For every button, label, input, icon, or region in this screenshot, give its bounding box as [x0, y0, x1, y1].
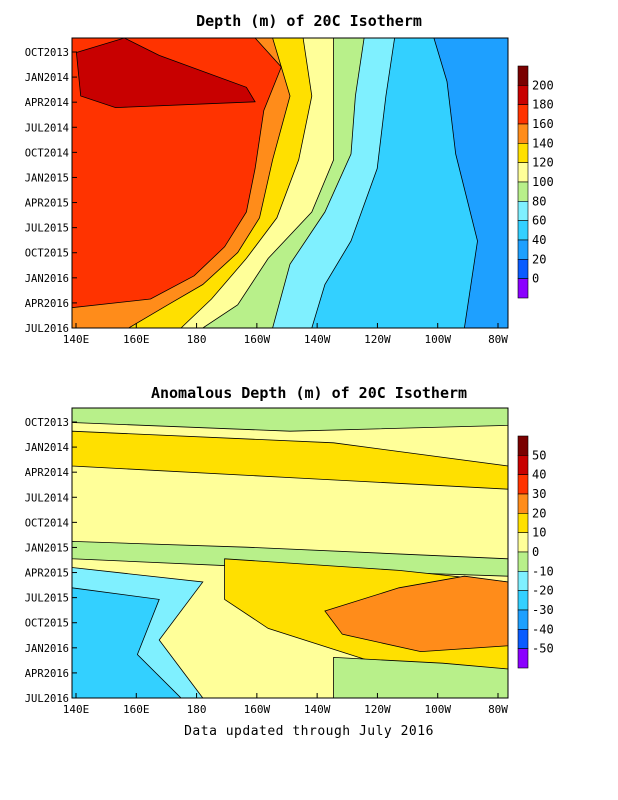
- colorbar-swatch: [517, 143, 529, 163]
- y-tick-label: APR2014: [25, 467, 69, 479]
- plot-frame: [71, 407, 509, 699]
- colorbar-label: 40: [532, 468, 546, 482]
- colorbar-swatch: [517, 220, 529, 241]
- x-tick-label: 100W: [424, 333, 451, 346]
- colorbar-label: -10: [532, 564, 554, 578]
- colorbar-label: 140: [532, 136, 554, 150]
- x-tick-label: 160W: [244, 333, 271, 346]
- y-tick-label: JAN2016: [25, 273, 69, 285]
- y-tick-label: OCT2013: [25, 47, 69, 59]
- x-tick-label: 180: [187, 333, 207, 346]
- colorbar-label: 30: [532, 487, 546, 501]
- colorbar-label: 100: [532, 175, 554, 189]
- colorbar-swatch: [517, 201, 529, 221]
- colorbar-label: 60: [532, 214, 546, 228]
- colorbar-swatch: [517, 259, 529, 279]
- colorbar-label: 20: [532, 252, 546, 266]
- x-tick-label: 140E: [63, 333, 90, 346]
- colorbar-swatch: [517, 551, 529, 572]
- colorbar-label: 180: [532, 98, 554, 112]
- colorbar-label: 160: [532, 117, 554, 131]
- y-tick-label: APR2015: [25, 198, 69, 210]
- x-tick-label: 120W: [364, 703, 391, 716]
- y-tick-label: APR2014: [25, 97, 69, 109]
- field-band-180: [75, 37, 256, 109]
- colorbar-swatch: [517, 85, 529, 105]
- colorbar-label: 0: [532, 272, 539, 286]
- colorbar-label: 40: [532, 233, 546, 247]
- x-tick-label: 140E: [63, 703, 90, 716]
- x-tick-label: 120W: [364, 333, 391, 346]
- colorbar-swatch: [517, 104, 529, 125]
- colorbar-swatch: [517, 162, 529, 183]
- depth-chart-panel: Depth (m) of 20C Isotherm 140E 160E 180 160W…: [0, 0, 618, 370]
- y-tick-label: JUL2015: [25, 223, 69, 235]
- y-tick-label: OCT2015: [25, 618, 69, 630]
- x-tick-label: 140W: [304, 703, 331, 716]
- x-tick-label: 140W: [304, 333, 331, 346]
- y-tick-label: JAN2015: [25, 542, 69, 554]
- colorbar-swatch: [517, 239, 529, 260]
- colorbar-label: -20: [532, 584, 554, 598]
- colorbar-label: -30: [532, 603, 554, 617]
- y-tick-label: JUL2016: [25, 693, 69, 705]
- y-tick-label: JUL2014: [25, 492, 69, 504]
- colorbar-swatch: [517, 474, 529, 495]
- colorbar-label: 120: [532, 156, 554, 170]
- x-tick-label: 180: [187, 703, 207, 716]
- colorbar-swatch: [517, 493, 529, 514]
- x-tick-label: 160W: [244, 703, 271, 716]
- chart-title: Depth (m) of 20C Isotherm: [196, 12, 422, 30]
- colorbar-swatch: [517, 455, 529, 475]
- colorbar-label: 50: [532, 448, 546, 462]
- y-tick-label: JUL2016: [25, 323, 69, 335]
- colorbar-swatch: [517, 65, 529, 86]
- anomaly-chart: Anomalous Depth (m) of 20C Isotherm 140E 1…: [25, 384, 554, 716]
- y-tick-label: OCT2013: [25, 417, 69, 429]
- heatmap-field: [71, 37, 509, 329]
- colorbar-swatch: [517, 278, 529, 299]
- colorbar-swatch: [517, 123, 529, 144]
- x-tick-label: 80W: [488, 703, 508, 716]
- colorbar-swatch: [517, 181, 529, 202]
- y-tick-label: JUL2014: [25, 122, 69, 134]
- y-tick-label: JAN2015: [25, 172, 69, 184]
- colorbar-swatch: [517, 609, 529, 630]
- anomaly-chart-panel: Anomalous Depth (m) of 20C Isotherm 140E 1…: [0, 370, 618, 740]
- y-tick-label: JAN2014: [25, 72, 69, 84]
- y-tick-label: OCT2014: [25, 517, 69, 529]
- y-tick-label: JAN2014: [25, 442, 69, 454]
- depth-chart: Depth (m) of 20C Isotherm 140E 160E 180 160W…: [25, 12, 554, 346]
- x-tick-label: 160E: [123, 333, 150, 346]
- y-tick-label: APR2016: [25, 298, 69, 310]
- colorbar-label: 0: [532, 545, 539, 559]
- heatmap-field: [71, 407, 509, 699]
- y-tick-label: APR2015: [25, 568, 69, 580]
- colorbar-swatch: [517, 629, 529, 649]
- y-tick-label: OCT2014: [25, 147, 69, 159]
- colorbar-swatch: [517, 571, 529, 591]
- colorbar-swatch: [517, 648, 529, 669]
- y-tick-label: OCT2015: [25, 248, 69, 260]
- y-tick-label: APR2016: [25, 668, 69, 680]
- y-tick-label: JAN2016: [25, 643, 69, 655]
- colorbar-label: -50: [532, 642, 554, 656]
- colorbar-label: 200: [532, 78, 554, 92]
- colorbar-swatch: [517, 435, 529, 456]
- colorbar-label: 20: [532, 506, 546, 520]
- y-tick-label: JUL2015: [25, 593, 69, 605]
- footer-note: Data updated through July 2016: [184, 724, 434, 739]
- colorbar-label: 80: [532, 194, 546, 208]
- chart-title: Anomalous Depth (m) of 20C Isotherm: [151, 384, 467, 402]
- x-tick-label: 100W: [424, 703, 451, 716]
- x-tick-label: 80W: [488, 333, 508, 346]
- colorbar-label: 10: [532, 526, 546, 540]
- plot-frame: [71, 37, 509, 329]
- x-tick-label: 160E: [123, 703, 150, 716]
- colorbar-label: -40: [532, 622, 554, 636]
- colorbar-swatch: [517, 590, 529, 611]
- colorbar-swatch: [517, 532, 529, 553]
- colorbar-swatch: [517, 513, 529, 533]
